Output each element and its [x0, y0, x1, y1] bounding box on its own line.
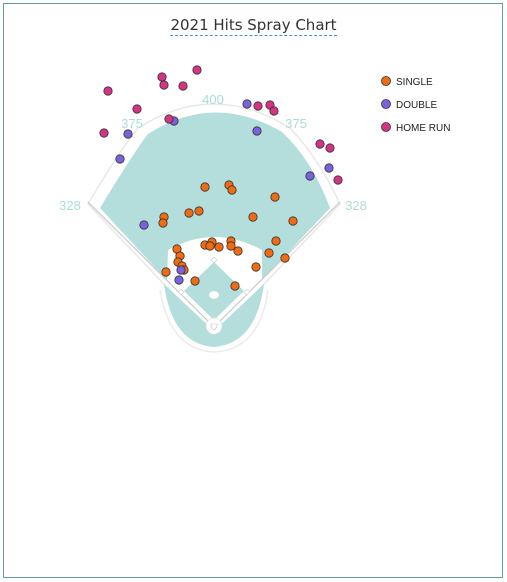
home-plate	[210, 323, 218, 331]
distance-left-center: 375	[121, 116, 143, 131]
hit-point-single-17[interactable]	[233, 246, 243, 256]
hit-point-single-10[interactable]	[288, 216, 298, 226]
hit-point-double-8[interactable]	[139, 220, 149, 230]
legend-marker-double	[381, 99, 391, 109]
hit-point-single-28[interactable]	[190, 276, 200, 286]
hit-point-double-5[interactable]	[115, 154, 125, 164]
hit-points	[99, 65, 343, 291]
legend-item-single[interactable]: SINGLE	[381, 76, 434, 89]
hit-point-double-9[interactable]	[174, 275, 184, 285]
legend-item-home-run[interactable]: HOME RUN	[381, 122, 451, 135]
chart-title-text: 2021 Hits Spray Chart	[170, 16, 337, 36]
hit-point-single-9[interactable]	[248, 212, 258, 222]
legend-marker-home-run	[381, 122, 391, 132]
hit-point-single-27[interactable]	[161, 267, 171, 277]
hit-point-home-run-5[interactable]	[103, 86, 113, 96]
left-foul-line	[87, 201, 215, 328]
legend-label-single: SINGLE	[396, 77, 433, 88]
hit-point-single-5[interactable]	[194, 206, 204, 216]
hit-point-double-4[interactable]	[252, 126, 262, 136]
foul-territory-outline	[159, 289, 269, 353]
hit-point-single-26[interactable]	[251, 262, 261, 272]
baseball-field	[87, 103, 341, 353]
legend-label-home-run: HOME RUN	[396, 123, 450, 134]
distance-labels: 328 375 400 375 328	[59, 92, 367, 213]
hit-point-home-run-10[interactable]	[164, 114, 174, 124]
hit-point-home-run-13[interactable]	[325, 143, 335, 153]
first-base	[243, 288, 251, 296]
hit-point-home-run-6[interactable]	[253, 101, 263, 111]
hit-point-single-14[interactable]	[205, 241, 215, 251]
legend-item-double[interactable]: DOUBLE	[381, 99, 438, 112]
hit-point-double-6[interactable]	[305, 171, 315, 181]
hit-point-double-3[interactable]	[123, 129, 133, 139]
home-grass	[164, 284, 264, 347]
hit-point-single-25[interactable]	[280, 253, 290, 263]
hit-point-single-1[interactable]	[200, 182, 210, 192]
distance-right-center: 375	[285, 116, 307, 131]
third-base	[177, 288, 185, 296]
hit-point-double-7[interactable]	[324, 163, 334, 173]
hit-point-home-run-4[interactable]	[178, 81, 188, 91]
hit-point-single-24[interactable]	[264, 248, 274, 258]
pitchers-mound	[208, 290, 220, 300]
distance-left-line: 328	[59, 198, 81, 213]
hit-point-home-run-1[interactable]	[192, 65, 202, 75]
hit-point-home-run-3[interactable]	[159, 80, 169, 90]
hit-point-single-4[interactable]	[270, 192, 280, 202]
hit-point-home-run-11[interactable]	[99, 128, 109, 138]
hit-point-single-8[interactable]	[158, 218, 168, 228]
hit-point-single-6[interactable]	[184, 208, 194, 218]
hit-point-single-29[interactable]	[230, 281, 240, 291]
right-foul-line	[213, 201, 341, 328]
hit-point-home-run-8[interactable]	[269, 106, 279, 116]
hit-point-home-run-12[interactable]	[315, 139, 325, 149]
hit-point-single-18[interactable]	[271, 236, 281, 246]
outfield-grass	[100, 112, 330, 331]
hit-point-single-15[interactable]	[214, 242, 224, 252]
legend-label-double: DOUBLE	[396, 100, 437, 111]
legend-marker-single	[381, 76, 391, 86]
hit-point-single-3[interactable]	[227, 185, 237, 195]
hit-point-home-run-2[interactable]	[157, 72, 167, 82]
hit-point-home-run-9[interactable]	[132, 104, 142, 114]
second-base	[210, 256, 218, 264]
hit-point-double-1[interactable]	[242, 99, 252, 109]
hit-point-home-run-14[interactable]	[333, 175, 343, 185]
hit-point-single-16[interactable]	[226, 241, 236, 251]
distance-center: 400	[202, 92, 224, 107]
distance-right-line: 328	[345, 198, 367, 213]
chart-title: 2021 Hits Spray Chart	[0, 16, 507, 36]
legend: SINGLE DOUBLE HOME RUN	[381, 76, 451, 135]
hit-point-double-10[interactable]	[176, 265, 186, 275]
